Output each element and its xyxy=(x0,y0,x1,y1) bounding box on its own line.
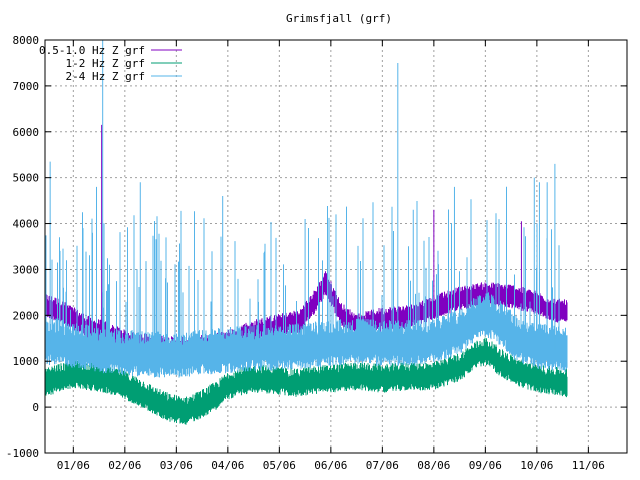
x-tick-label: 11/06 xyxy=(572,459,605,472)
x-tick-label: 09/06 xyxy=(469,459,502,472)
y-tick-label: 4000 xyxy=(13,218,40,231)
x-tick-label: 05/06 xyxy=(263,459,296,472)
y-tick-label: 3000 xyxy=(13,263,40,276)
y-tick-label: 6000 xyxy=(13,126,40,139)
x-tick-label: 07/06 xyxy=(366,459,399,472)
legend-label: 1-2 Hz Z grf xyxy=(66,57,145,70)
x-tick-label: 06/06 xyxy=(314,459,347,472)
x-tick-label: 02/06 xyxy=(108,459,141,472)
y-tick-label: 5000 xyxy=(13,172,40,185)
x-tick-label: 04/06 xyxy=(211,459,244,472)
x-tick-label: 08/06 xyxy=(417,459,450,472)
legend-label: 0.5-1.0 Hz Z grf xyxy=(39,44,145,57)
y-tick-label: 8000 xyxy=(13,34,40,47)
plot-area xyxy=(44,40,568,425)
legend-label: 2-4 Hz Z grf xyxy=(66,70,145,83)
y-tick-label: 2000 xyxy=(13,309,40,322)
y-tick-label: -1000 xyxy=(6,447,39,460)
x-tick-label: 01/06 xyxy=(57,459,90,472)
axes: -1000 0 1000 2000 3000 4000 5000 6000 7000 8000 01… xyxy=(6,34,627,472)
plot-frame xyxy=(44,39,628,454)
y-tick-label: 0 xyxy=(32,401,39,414)
x-tick-label: 10/06 xyxy=(520,459,553,472)
y-tick-label: 1000 xyxy=(13,355,40,368)
chart-title: Grimsfjall (grf) xyxy=(286,12,392,25)
x-tick-label: 03/06 xyxy=(160,459,193,472)
y-tick-label: 7000 xyxy=(13,80,40,93)
